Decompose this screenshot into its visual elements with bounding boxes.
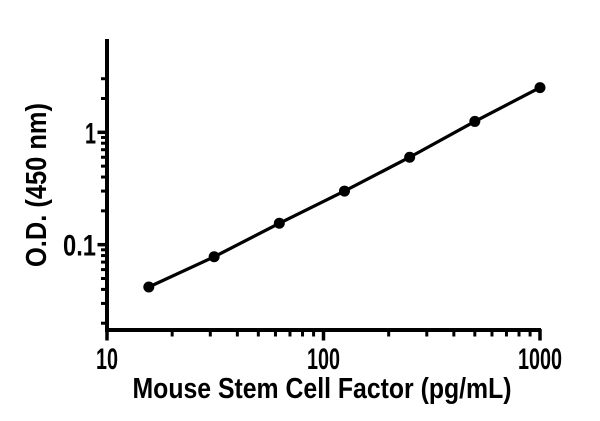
x-tick-label: 100 (307, 343, 340, 376)
x-tick-label: 10 (96, 343, 118, 376)
data-point (208, 251, 220, 263)
data-point (534, 82, 546, 94)
y-tick-label: 1 (85, 117, 96, 150)
axes-layer: 10 100 1000 1 0.1 (63, 39, 562, 376)
y-tick-label: 0.1 (63, 230, 96, 263)
data-point (273, 217, 285, 229)
data-series-layer (143, 82, 546, 293)
y-axis-title: O.D. (450 nm) (21, 103, 53, 267)
data-point (404, 151, 416, 163)
data-point (143, 281, 155, 293)
x-axis-title: Mouse Stem Cell Factor (pg/mL) (133, 373, 512, 405)
data-point (469, 115, 481, 127)
data-point (338, 185, 350, 197)
x-tick-label: 1000 (518, 343, 562, 376)
